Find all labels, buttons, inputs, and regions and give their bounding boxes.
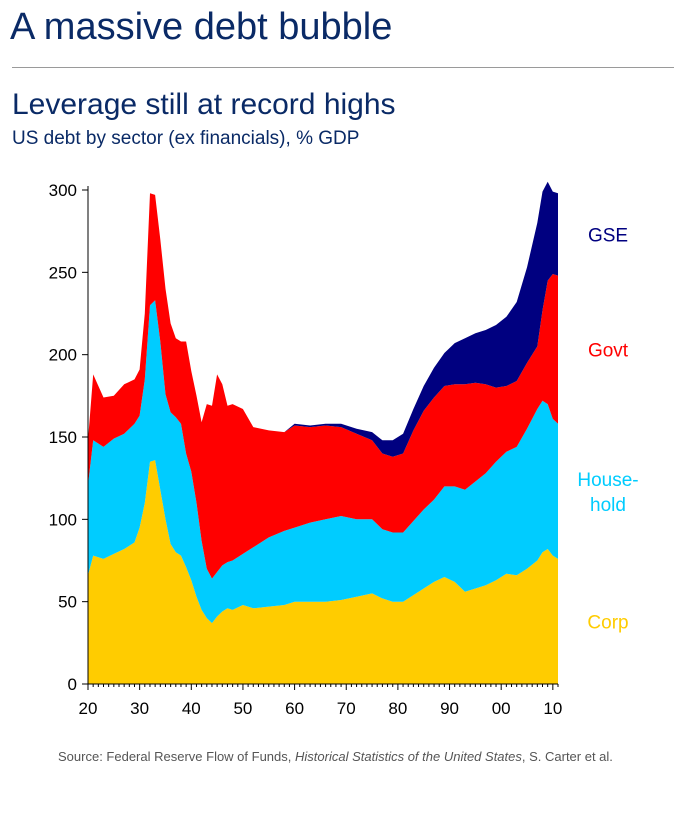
area-gse (88, 181, 558, 457)
series-label-household: House- (577, 470, 638, 491)
area-layer (88, 181, 558, 684)
x-tick-label: 80 (388, 699, 407, 718)
title-divider (12, 67, 674, 68)
x-tick-label: 70 (337, 699, 356, 718)
source-prefix: Source: Federal Reserve Flow of Funds, (58, 749, 295, 764)
x-tick-label: 90 (440, 699, 459, 718)
y-tick-label: 100 (49, 510, 77, 529)
source-italic: Historical Statistics of the United Stat… (295, 749, 522, 764)
axes-layer: 0 50 100 150 200 250 300 20 30 40 50 60 70 80 90 00 10 (49, 181, 563, 718)
y-tick-label: 150 (49, 428, 77, 447)
x-tick-label: 50 (233, 699, 252, 718)
x-tick-label: 00 (492, 699, 511, 718)
source-note: Source: Federal Reserve Flow of Funds, H… (58, 748, 648, 766)
series-label-govt: Govt (588, 341, 629, 362)
series-label-layer: Corp House-hold Govt GSE (577, 225, 638, 633)
y-tick-label: 250 (49, 263, 77, 282)
x-tick-label: 20 (79, 699, 98, 718)
series-label-corp: Corp (587, 612, 628, 633)
area-corp (88, 460, 558, 684)
source-suffix: , S. Carter et al. (521, 749, 613, 764)
x-tick-label: 30 (130, 699, 149, 718)
series-label-household: hold (590, 495, 626, 516)
y-tick-label: 300 (49, 181, 77, 200)
y-tick-label: 50 (58, 593, 77, 612)
y-tick-label: 200 (49, 346, 77, 365)
chart-title: Leverage still at record highs (12, 88, 396, 121)
chart-subtitle: US debt by sector (ex financials), % GDP (12, 128, 360, 149)
area-household (88, 300, 558, 624)
area-govt (88, 193, 558, 579)
x-tick-label: 60 (285, 699, 304, 718)
stacked-area-chart: 0 50 100 150 200 250 300 20 30 40 50 60 70 80 90 00 10 C… (49, 181, 639, 718)
x-tick-label: 40 (182, 699, 201, 718)
series-label-gse: GSE (588, 225, 628, 246)
slide-title: A massive debt bubble (10, 6, 393, 48)
y-tick-label: 0 (68, 675, 77, 694)
x-tick-label: 10 (543, 699, 562, 718)
